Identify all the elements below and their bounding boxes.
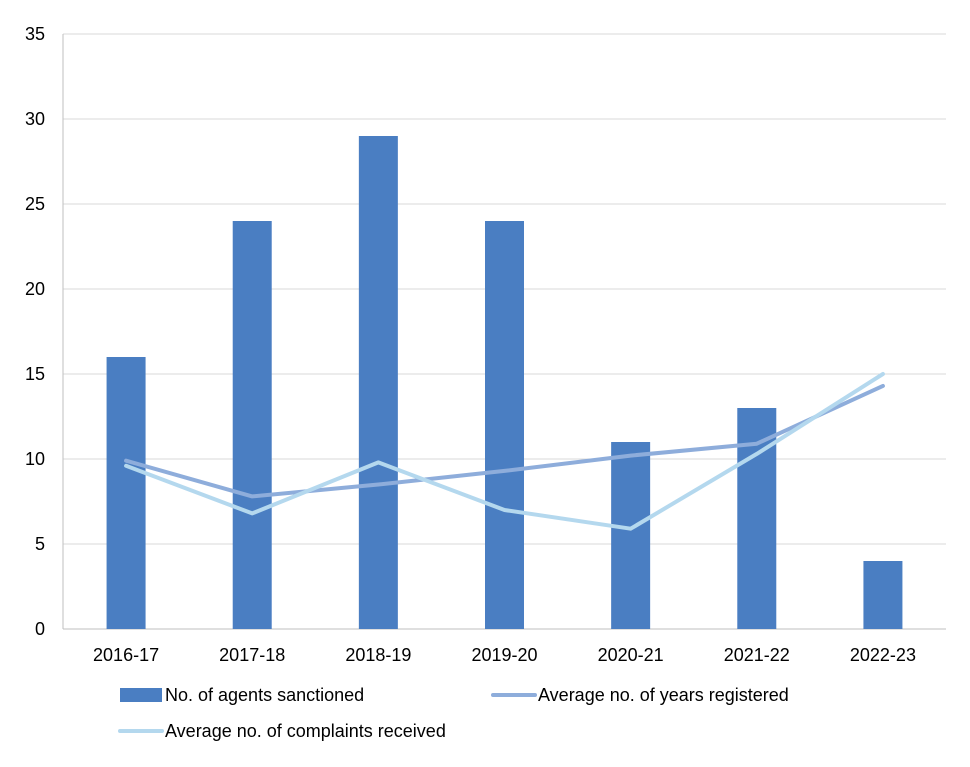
legend: No. of agents sanctioned Average no. of y… — [118, 685, 789, 741]
legend-label: No. of agents sanctioned — [165, 685, 364, 705]
bar-2021-22 — [737, 408, 777, 629]
bar-series — [106, 136, 903, 629]
legend-swatch-bar — [120, 688, 162, 702]
y-tick-label: 30 — [25, 109, 45, 129]
bar-2022-23 — [863, 561, 903, 629]
x-tick-label: 2022-23 — [850, 645, 916, 665]
y-tick-label: 15 — [25, 364, 45, 384]
x-tick-label: 2021-22 — [724, 645, 790, 665]
y-tick-label: 5 — [35, 534, 45, 554]
legend-label: Average no. of years registered — [538, 685, 789, 705]
bar-2016-17 — [106, 357, 146, 629]
line-series — [124, 372, 885, 531]
bar-2020-21 — [611, 442, 651, 629]
x-tick-label: 2016-17 — [93, 645, 159, 665]
bar-2017-18 — [232, 221, 272, 629]
y-tick-label: 0 — [35, 619, 45, 639]
bar-2019-20 — [485, 221, 524, 629]
y-tick-label: 10 — [25, 449, 45, 469]
y-tick-label: 25 — [25, 194, 45, 214]
x-tick-label: 2019-20 — [471, 645, 537, 665]
x-tick-label: 2017-18 — [219, 645, 285, 665]
x-axis-tick-labels: 2016-17 2017-18 2018-19 2019-20 2020-21 2021-… — [93, 645, 916, 665]
y-axis-tick-labels: 0 5 10 15 20 25 30 35 — [25, 24, 45, 639]
y-tick-label: 20 — [25, 279, 45, 299]
y-tick-label: 35 — [25, 24, 45, 44]
x-tick-label: 2020-21 — [598, 645, 664, 665]
x-tick-label: 2018-19 — [345, 645, 411, 665]
legend-label: Average no. of complaints received — [165, 721, 446, 741]
bar-2018-19 — [358, 136, 398, 629]
